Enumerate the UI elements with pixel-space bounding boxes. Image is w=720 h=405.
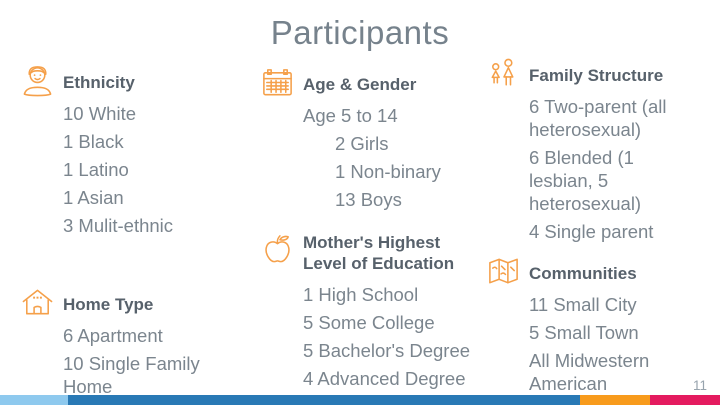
list-item: 1 Asian <box>63 187 124 208</box>
section-title-age-gender: Age & Gender <box>303 75 417 94</box>
list-item: All Midwestern American <box>529 350 650 394</box>
apple-icon <box>260 231 295 267</box>
list-item: 6 Two-parent (all heterosexual) <box>529 96 667 140</box>
home-type-list: 6 Apartment 10 Single Family Home <box>63 324 232 398</box>
list-item: 4 Single parent <box>529 221 654 242</box>
list-item: 6 Apartment <box>63 325 163 346</box>
family-icon <box>486 56 521 92</box>
section-ethnicity: Ethnicity 10 White 1 Black 1 Latino 1 As… <box>20 62 225 242</box>
list-item: 10 White <box>63 103 137 124</box>
bar-segment-lightblue <box>0 395 68 405</box>
page-title: Participants <box>270 14 450 51</box>
list-item: 4 Advanced Degree <box>303 368 466 389</box>
calendar-icon <box>260 65 295 101</box>
list-item: 5 Bachelor's Degree <box>303 340 471 361</box>
list-item: 1 Non-binary <box>335 161 441 182</box>
footer-accent-bar <box>0 395 720 405</box>
ethnicity-list: 10 White 1 Black 1 Latino 1 Asian 3 Muli… <box>63 102 225 237</box>
list-item: 10 Single Family Home <box>63 353 200 397</box>
page-number: 11 <box>692 378 707 393</box>
section-mother-education: Mother's Highest Level of Education 1 Hi… <box>260 230 478 395</box>
list-item: 5 Small Town <box>529 322 639 343</box>
list-item: 1 High School <box>303 284 419 305</box>
section-title-mother-education: Mother's Highest Level of Education <box>303 233 455 273</box>
list-item: 3 Mulit-ethnic <box>63 215 174 236</box>
list-item: 6 Blended (1 lesbian, 5 heterosexual) <box>529 147 642 214</box>
bar-segment-orange <box>580 395 650 405</box>
map-icon <box>486 254 521 290</box>
section-title-ethnicity: Ethnicity <box>63 73 135 92</box>
section-title-family-structure: Family Structure <box>529 66 664 85</box>
age-gender-list: Age 5 to 14 2 Girls 1 Non-binary 13 Boys <box>303 104 472 211</box>
list-item: Age 5 to 14 <box>303 105 398 126</box>
person-icon <box>20 63 55 99</box>
communities-list: 11 Small City 5 Small Town All Midwester… <box>529 293 688 395</box>
family-structure-list: 6 Two-parent (all heterosexual) 6 Blende… <box>529 95 686 243</box>
list-item: 2 Girls <box>335 133 389 154</box>
section-age-gender: Age & Gender Age 5 to 14 2 Girls 1 Non-b… <box>260 64 472 216</box>
section-home-type: Home Type 6 Apartment 10 Single Family H… <box>20 284 232 403</box>
section-title-communities: Communities <box>529 264 637 283</box>
list-item: 1 Latino <box>63 159 129 180</box>
list-item: 1 Black <box>63 131 124 152</box>
bar-segment-blue <box>68 395 580 405</box>
list-item: 5 Some College <box>303 312 435 333</box>
home-icon <box>20 285 55 321</box>
section-title-home-type: Home Type <box>63 295 154 314</box>
bar-segment-pink <box>650 395 720 405</box>
list-item: 13 Boys <box>335 189 402 210</box>
section-communities: Communities 11 Small City 5 Small Town A… <box>486 253 688 400</box>
section-family-structure: Family Structure 6 Two-parent (all heter… <box>486 55 686 248</box>
list-item: 11 Small City <box>529 294 637 315</box>
mother-education-list: 1 High School 5 Some College 5 Bachelor'… <box>303 283 478 390</box>
